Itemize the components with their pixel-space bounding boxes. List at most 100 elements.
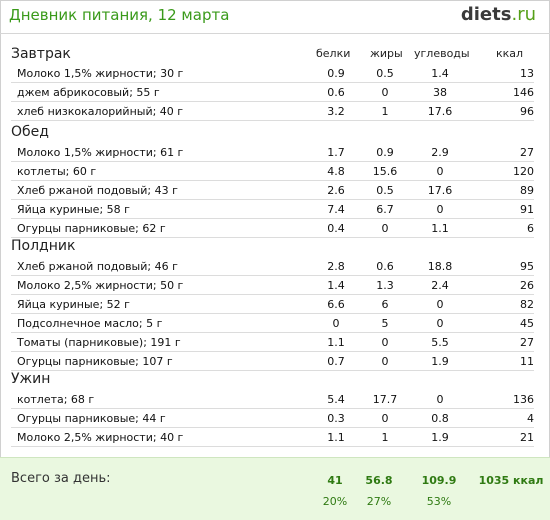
food-name: Молоко 2,5% жирности; 40 г: [17, 431, 184, 444]
food-name: котлеты; 60 г: [17, 165, 97, 178]
kcal-value: 21: [520, 431, 534, 444]
food-name: Молоко 1,5% жирности; 30 г: [17, 67, 184, 80]
kcal-value: 91: [520, 203, 534, 216]
logo-domain: .ru: [511, 4, 536, 25]
protein-value: 2.6: [327, 184, 345, 197]
kcal-value: 95: [520, 260, 534, 273]
food-name: Томаты (парниковые); 191 г: [17, 336, 181, 349]
food-name: Огурцы парниковые; 62 г: [17, 222, 166, 235]
meal-title: Обед: [11, 124, 49, 140]
food-name: Молоко 2,5% жирности; 50 г: [17, 279, 184, 292]
food-row: Подсолнечное масло; 5 г 0 5 0 45: [11, 314, 534, 333]
fat-value: 0: [381, 355, 389, 368]
food-row: Яйца куриные; 58 г 7.4 6.7 0 91: [11, 200, 534, 219]
carbs-value: 0: [436, 203, 444, 216]
food-row: хлеб низкокалорийный; 40 г 3.2 1 17.6 96: [11, 102, 534, 121]
fat-value: 15.6: [372, 165, 398, 178]
carbs-value: 0: [436, 298, 444, 311]
protein-value: 3.2: [327, 105, 345, 118]
protein-value: 1.1: [327, 431, 345, 444]
fat-value: 0: [381, 222, 389, 235]
kcal-value: 146: [513, 86, 534, 99]
carbs-value: 17.6: [427, 105, 453, 118]
kcal-value: 27: [520, 146, 534, 159]
food-name: Хлеб ржаной подовый; 43 г: [17, 184, 178, 197]
total-kcal: 1035 ккал: [478, 474, 544, 487]
food-row: котлеты; 60 г 4.8 15.6 0 120: [11, 162, 534, 181]
food-name: Огурцы парниковые; 44 г: [17, 412, 166, 425]
fat-value: 17.7: [372, 393, 398, 406]
total-carbs: 109.9: [421, 474, 457, 487]
food-row: Огурцы парниковые; 44 г 0.3 0 0.8 4: [11, 409, 534, 428]
food-row: Томаты (парниковые); 191 г 1.1 0 5.5 27: [11, 333, 534, 352]
carbs-value: 0: [436, 317, 444, 330]
site-logo[interactable]: diets.ru: [461, 4, 536, 25]
protein-value: 0.6: [327, 86, 345, 99]
food-row: Молоко 2,5% жирности; 50 г 1.4 1.3 2.4 26: [11, 276, 534, 295]
kcal-value: 45: [520, 317, 534, 330]
column-header-protein: белки: [316, 47, 351, 60]
protein-value: 0.9: [327, 67, 345, 80]
fat-value: 0.5: [376, 184, 394, 197]
carbs-value: 1.9: [431, 431, 449, 444]
food-row: Хлеб ржаной подовый; 43 г 2.6 0.5 17.6 89: [11, 181, 534, 200]
fat-percent: 27%: [366, 495, 392, 508]
fat-value: 1: [381, 431, 389, 444]
kcal-value: 96: [520, 105, 534, 118]
food-row: Огурцы парниковые; 62 г 0.4 0 1.1 6: [11, 219, 534, 238]
protein-value: 0.4: [327, 222, 345, 235]
carbs-percent: 53%: [426, 495, 452, 508]
food-name: Молоко 1,5% жирности; 61 г: [17, 146, 184, 159]
protein-value: 0: [332, 317, 340, 330]
protein-percent: 20%: [322, 495, 348, 508]
total-protein: 41: [327, 474, 343, 487]
carbs-value: 0: [436, 165, 444, 178]
food-name: Хлеб ржаной подовый; 46 г: [17, 260, 178, 273]
fat-value: 0.5: [376, 67, 394, 80]
carbs-value: 1.1: [431, 222, 449, 235]
protein-value: 1.4: [327, 279, 345, 292]
totals-label: Всего за день:: [11, 471, 111, 486]
column-header-kcal: ккал: [496, 47, 524, 60]
protein-value: 6.6: [327, 298, 345, 311]
fat-value: 5: [381, 317, 389, 330]
fat-value: 0: [381, 86, 389, 99]
kcal-value: 120: [513, 165, 534, 178]
food-row: Молоко 2,5% жирности; 40 г 1.1 1 1.9 21: [11, 428, 534, 447]
food-name: Подсолнечное масло; 5 г: [17, 317, 163, 330]
food-row: котлета; 68 г 5.4 17.7 0 136: [11, 390, 534, 409]
daily-totals: Всего за день: 41 56.8 109.9 1035 ккал 2…: [0, 457, 550, 520]
carbs-value: 5.5: [431, 336, 449, 349]
column-header-carbs: углеводы: [414, 47, 470, 60]
fat-value: 0: [381, 336, 389, 349]
page-title: Дневник питания, 12 марта: [9, 6, 230, 24]
food-name: котлета; 68 г: [17, 393, 95, 406]
protein-value: 0.3: [327, 412, 345, 425]
protein-value: 2.8: [327, 260, 345, 273]
food-row: джем абрикосовый; 55 г 0.6 0 38 146: [11, 83, 534, 102]
food-name: Яйца куриные; 52 г: [17, 298, 130, 311]
fat-value: 0: [381, 412, 389, 425]
protein-value: 5.4: [327, 393, 345, 406]
kcal-value: 11: [520, 355, 534, 368]
kcal-value: 136: [513, 393, 534, 406]
total-fat: 56.8: [365, 474, 393, 487]
meal-title: Завтрак: [11, 46, 71, 62]
protein-value: 1.7: [327, 146, 345, 159]
food-name: джем абрикосовый; 55 г: [17, 86, 160, 99]
kcal-value: 27: [520, 336, 534, 349]
fat-value: 6: [381, 298, 389, 311]
food-row: Огурцы парниковые; 107 г 0.7 0 1.9 11: [11, 352, 534, 371]
fat-value: 6.7: [376, 203, 394, 216]
meal-title: Ужин: [11, 371, 51, 387]
carbs-value: 17.6: [427, 184, 453, 197]
carbs-value: 18.8: [427, 260, 453, 273]
fat-value: 1.3: [376, 279, 394, 292]
fat-value: 0.9: [376, 146, 394, 159]
protein-value: 0.7: [327, 355, 345, 368]
food-name: хлеб низкокалорийный; 40 г: [17, 105, 184, 118]
carbs-value: 2.9: [431, 146, 449, 159]
logo-text: diets: [460, 4, 512, 25]
meal-title: Полдник: [11, 238, 76, 254]
carbs-value: 38: [433, 86, 447, 99]
